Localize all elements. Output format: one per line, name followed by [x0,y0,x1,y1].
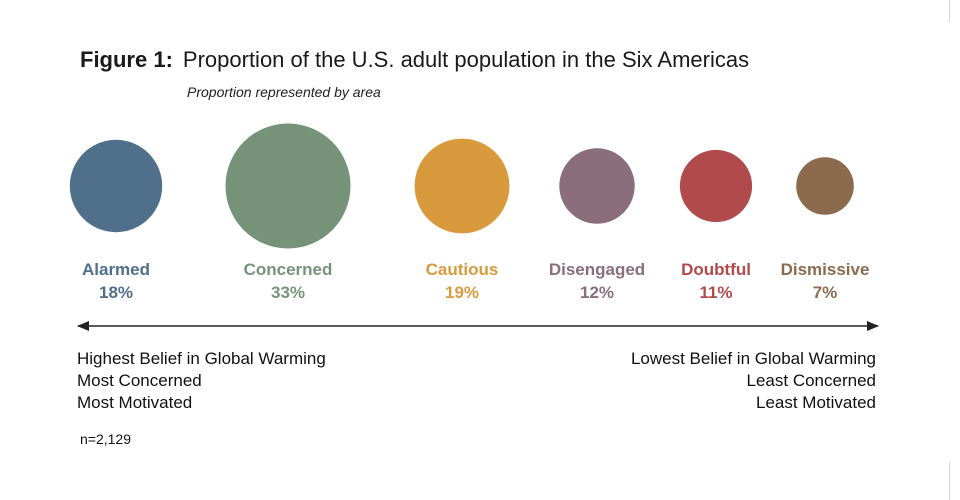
segment-label-dismissive: Dismissive [781,260,870,279]
right-line-2: Least Concerned [746,371,876,390]
figure-title-text: Proportion of the U.S. adult population … [182,47,750,72]
left-line-1: Highest Belief in Global Warming [77,349,326,368]
right-end-description: Lowest Belief in Global Warming Least Co… [631,348,876,414]
segment-label-alarmed: Alarmed [82,260,150,279]
segment-label-concerned: Concerned [244,260,333,279]
bottom-right-edge-line [949,462,950,500]
bubble-doubtful [679,149,753,223]
segment-percent-disengaged: 12% [580,283,614,302]
segment-percent-alarmed: 18% [99,283,133,302]
bubble-concerned [225,123,351,249]
segment-label-disengaged: Disengaged [549,260,645,279]
left-line-3: Most Motivated [77,393,193,412]
top-right-edge-line [949,0,950,22]
bubbles-group [69,123,854,249]
segment-percent-concerned: 33% [271,283,305,302]
segment-label-doubtful: Doubtful [681,260,751,279]
figure-subtitle: Proportion represented by area [187,84,381,100]
left-end-description: Highest Belief in Global Warming Most Co… [77,348,326,414]
left-line-2: Most Concerned [77,371,202,390]
bubble-disengaged [559,148,635,224]
segment-label-cautious: Cautious [426,260,499,279]
right-line-1: Lowest Belief in Global Warming [630,349,876,368]
segment-percent-dismissive: 7% [813,283,838,302]
figure-label: Figure 1: [80,47,173,72]
segment-labels-group: Alarmed 18% Concerned 33% Cautious 19% Disenga… [82,260,869,302]
right-line-3: Least Motivated [755,393,876,412]
bubble-alarmed [69,139,163,233]
figure-title: Figure 1: Proportion of the U.S. adult po… [80,47,749,73]
sample-size-note: n=2,129 [80,431,131,447]
bubble-cautious [414,138,510,234]
segment-percent-doubtful: 11% [699,283,732,302]
bubble-dismissive [796,157,854,215]
segment-percent-cautious: 19% [445,283,479,302]
